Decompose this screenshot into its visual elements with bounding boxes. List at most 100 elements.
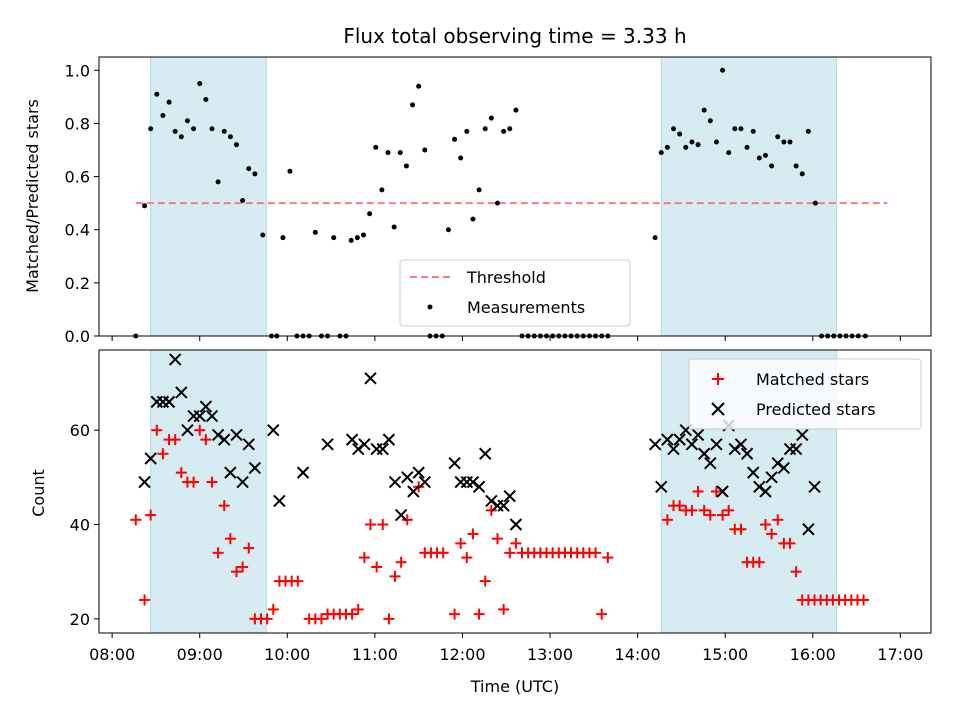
measurement-point-51 xyxy=(452,136,458,142)
matched-star-point-84 xyxy=(717,509,729,521)
matched-star-point-74 xyxy=(602,552,614,564)
measurement-point-95 xyxy=(762,152,768,158)
matched-star-point-39 xyxy=(377,519,389,531)
bottom-x-tick-label-9: 17:00 xyxy=(877,645,923,664)
predicted-star-point-10 xyxy=(199,400,213,413)
measurement-point-35 xyxy=(354,235,360,241)
matched-star-point-11 xyxy=(200,434,212,446)
legend-measurements-swatch xyxy=(427,304,433,310)
legend-predicted-swatch xyxy=(711,402,725,416)
matched-star-point-91 xyxy=(759,519,771,531)
legend-predicted-label: Predicted stars xyxy=(756,400,876,419)
predicted-star-point-61 xyxy=(734,438,748,451)
bottom-x-tick-label-8: 16:00 xyxy=(790,645,836,664)
predicted-star-point-73 xyxy=(808,480,821,493)
matched-star-point-56 xyxy=(491,533,503,545)
predicted-star-point-71 xyxy=(796,428,809,442)
measurement-point-87 xyxy=(713,139,719,145)
top-y-tick-label-1: 0.2 xyxy=(65,274,90,293)
predicted-star-point-19 xyxy=(267,423,280,437)
predicted-star-point-32 xyxy=(401,471,414,484)
matched-star-point-13 xyxy=(212,547,224,559)
predicted-star-point-31 xyxy=(394,508,408,522)
predicted-star-point-13 xyxy=(218,433,231,446)
predicted-star-point-53 xyxy=(685,438,699,451)
top-y-axis-label: Matched/Predicted stars xyxy=(23,99,42,293)
predicted-star-point-35 xyxy=(418,475,432,489)
measurement-point-84 xyxy=(695,142,701,148)
measurement-point-45 xyxy=(416,83,422,89)
predicted-star-point-44 xyxy=(497,499,510,512)
matched-star-point-10 xyxy=(194,424,206,436)
measurement-point-94 xyxy=(756,155,762,161)
predicted-star-point-56 xyxy=(704,456,717,470)
bottom-y-tick-label-1: 40 xyxy=(70,516,90,535)
predicted-star-point-6 xyxy=(175,386,188,399)
measurement-point-59 xyxy=(501,128,507,134)
bottom-y-axis-label: Count xyxy=(29,469,48,517)
measurement-point-97 xyxy=(775,134,781,140)
measurement-point-11 xyxy=(203,97,209,103)
matched-star-point-95 xyxy=(784,537,796,549)
matched-star-point-17 xyxy=(237,561,249,573)
measurement-point-16 xyxy=(233,142,239,148)
measurement-point-20 xyxy=(260,232,266,238)
measurement-point-81 xyxy=(677,131,683,137)
matched-star-point-2 xyxy=(145,509,157,521)
measurement-point-102 xyxy=(805,128,811,134)
matched-star-point-7 xyxy=(175,467,187,479)
predicted-star-point-33 xyxy=(407,485,420,498)
measurement-point-55 xyxy=(476,187,482,193)
bottom-shaded-region-0 xyxy=(150,349,267,634)
measurement-point-10 xyxy=(197,81,203,87)
predicted-star-point-62 xyxy=(740,447,754,460)
matched-star-point-14 xyxy=(218,500,230,512)
predicted-star-point-70 xyxy=(789,442,803,456)
measurement-point-13 xyxy=(215,179,221,185)
bottom-plot-frame xyxy=(98,349,932,634)
top-panel: Flux total observing time = 3.33 h Match… xyxy=(23,24,932,346)
measurement-point-96 xyxy=(769,163,775,169)
bottom-x-tick-label-1: 09:00 xyxy=(177,645,223,664)
measurement-point-7 xyxy=(178,134,184,140)
measurement-point-41 xyxy=(391,224,397,230)
top-shaded-region-1 xyxy=(660,56,837,337)
measurement-point-1 xyxy=(142,203,148,209)
predicted-star-point-20 xyxy=(273,494,286,508)
measurement-point-57 xyxy=(488,115,494,121)
measurement-point-31 xyxy=(331,235,337,241)
legend-threshold-label: Threshold xyxy=(466,268,546,287)
measurement-point-6 xyxy=(172,128,178,134)
legend-matched-swatch xyxy=(712,373,724,385)
matched-star-point-21 xyxy=(261,613,273,625)
matched-star-point-18 xyxy=(243,542,255,554)
matched-star-point-34 xyxy=(346,608,358,620)
matched-star-point-6 xyxy=(169,434,181,446)
measurement-point-39 xyxy=(379,187,385,193)
predicted-star-point-34 xyxy=(412,466,425,479)
matched-star-point-22 xyxy=(267,603,279,615)
measurement-point-5 xyxy=(166,99,172,105)
matched-star-point-53 xyxy=(473,608,485,620)
measurement-point-85 xyxy=(701,107,707,113)
bottom-x-tick-label-3: 11:00 xyxy=(352,645,398,664)
predicted-star-point-15 xyxy=(230,428,243,442)
matched-star-point-82 xyxy=(704,509,716,521)
matched-star-point-85 xyxy=(723,504,735,516)
predicted-star-point-5 xyxy=(168,353,182,366)
predicted-star-point-65 xyxy=(759,485,772,498)
matched-star-point-83 xyxy=(710,486,722,497)
predicted-star-point-36 xyxy=(448,456,461,470)
predicted-star-point-16 xyxy=(236,475,249,489)
predicted-star-point-9 xyxy=(193,409,206,423)
bottom-y-ticks: 20 40 60 xyxy=(70,421,99,629)
measurement-point-19 xyxy=(252,171,258,177)
matched-star-point-1 xyxy=(139,594,151,606)
matched-star-point-72 xyxy=(590,547,602,559)
measurement-point-52 xyxy=(458,155,464,161)
measurement-point-78 xyxy=(658,150,664,156)
measurement-point-50 xyxy=(445,227,451,233)
legend-matched-label: Matched stars xyxy=(756,370,869,389)
predicted-star-point-22 xyxy=(321,438,334,451)
predicted-star-point-11 xyxy=(205,409,219,423)
